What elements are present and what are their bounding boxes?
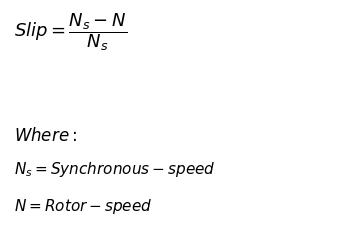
Text: $N_s = \mathit{Synchronous} - \mathit{speed}$: $N_s = \mathit{Synchronous} - \mathit{sp… [14, 160, 216, 179]
Text: $\mathit{Where}:$: $\mathit{Where}:$ [14, 127, 77, 145]
Text: $N = \mathit{Rotor} - \mathit{speed}$: $N = \mathit{Rotor} - \mathit{speed}$ [14, 197, 152, 216]
Text: $\mathit{Slip} = \dfrac{N_s - N}{N_s}$: $\mathit{Slip} = \dfrac{N_s - N}{N_s}$ [14, 12, 127, 53]
